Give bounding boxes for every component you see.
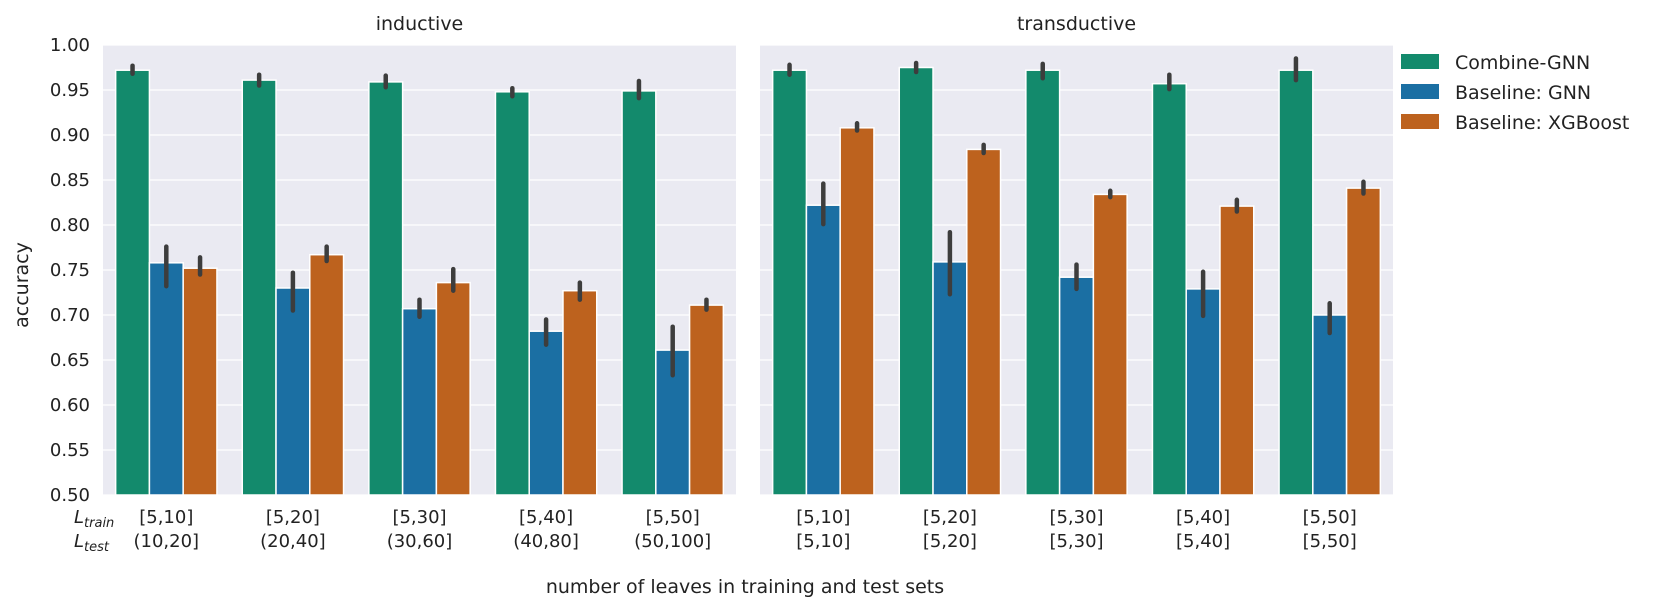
bar-baseline-gnn [148, 262, 184, 496]
test-row-sub: test [84, 540, 110, 555]
y-tick-label: 0.75 [50, 260, 90, 281]
x-tick-train: [5,30] [1049, 507, 1103, 528]
bar-baseline-gnn [275, 287, 311, 496]
bar-baseline-gnn [1312, 314, 1348, 496]
x-tick-test: (40,80] [513, 531, 579, 552]
bar-combine-gnn [771, 69, 808, 496]
x-tick-train: [5,40] [519, 507, 573, 528]
y-tick-label: 0.70 [50, 305, 90, 326]
x-tick-test: (30,60] [387, 531, 453, 552]
legend-label: Baseline: XGBoost [1455, 112, 1629, 134]
bar-combine-gnn [241, 79, 277, 496]
bar-baseline-gnn [401, 307, 438, 496]
x-tick-train: [5,20] [266, 507, 320, 528]
y-axis-label: accuracy [11, 242, 33, 328]
legend-swatch [1401, 84, 1439, 99]
bar-combine-gnn [114, 69, 151, 496]
bar-combine-gnn [368, 81, 404, 496]
bar-baseline-gnn [1185, 288, 1221, 496]
panel-title: transductive [1017, 13, 1136, 35]
y-tick-label: 1.00 [50, 35, 90, 56]
y-tick-label: 0.90 [50, 125, 90, 146]
legend-label: Baseline: GNN [1455, 82, 1591, 104]
train-row-label: Ltrain [74, 507, 114, 531]
bar-baseline-xgboost [182, 267, 218, 496]
y-tick-label: 0.65 [50, 350, 90, 371]
x-tick-train: [5,20] [923, 507, 977, 528]
bar-baseline-gnn [805, 204, 841, 496]
x-tick-train: [5,50] [1303, 507, 1357, 528]
x-tick-train: [5,30] [392, 507, 446, 528]
bar-combine-gnn [494, 91, 530, 496]
x-tick-test: (10,20] [134, 531, 200, 552]
legend-swatch [1401, 114, 1439, 129]
bar-baseline-xgboost [1092, 193, 1128, 496]
x-axis-label: number of leaves in training and test se… [546, 576, 944, 598]
bar-baseline-xgboost [1345, 187, 1382, 496]
test-row-label: Ltest [74, 531, 110, 555]
bar-baseline-xgboost [562, 289, 598, 496]
panel-1: transductive [5,10] [5,10] [5,20] [5,20] [5,3… [760, 13, 1393, 552]
panel-0: inductive [5,10] (10,20] [5,20] (20,40] [5,30… [103, 13, 736, 552]
x-tick-train: [5,40] [1176, 507, 1230, 528]
y-tick-label: 0.85 [50, 170, 90, 191]
panel-title: inductive [376, 13, 464, 35]
bar-baseline-gnn [528, 330, 564, 496]
y-tick-label: 0.95 [50, 80, 90, 101]
x-tick-train: [5,10] [796, 507, 850, 528]
x-tick-test: [5,10] [796, 531, 850, 552]
x-tick-test: [5,50] [1303, 531, 1357, 552]
bar-baseline-xgboost [839, 127, 875, 496]
x-tick-train: [5,10] [139, 507, 193, 528]
bar-baseline-gnn [932, 261, 968, 496]
x-row-labels: Ltrain Ltest [74, 507, 114, 555]
y-tick-label: 0.80 [50, 215, 90, 236]
x-tick-test: (20,40] [260, 531, 326, 552]
legend-swatch [1401, 54, 1439, 69]
bar-baseline-xgboost [966, 148, 1002, 496]
train-row-main: L [74, 507, 84, 528]
x-tick-test: [5,40] [1176, 531, 1230, 552]
bar-baseline-xgboost [1219, 205, 1255, 496]
legend-label: Combine-GNN [1455, 52, 1590, 74]
bar-combine-gnn [1278, 69, 1314, 496]
train-row-sub: train [84, 516, 114, 531]
panels: inductive [5,10] (10,20] [5,20] (20,40] [5,30… [103, 13, 1393, 552]
test-row-main: L [74, 531, 84, 552]
bar-combine-gnn [898, 66, 934, 496]
legend: Combine-GNN Baseline: GNN Baseline: XGBoos… [1401, 52, 1629, 134]
bar-combine-gnn [1151, 82, 1187, 496]
y-tick-label: 0.55 [50, 440, 90, 461]
y-tick-label: 0.60 [50, 395, 90, 416]
bar-baseline-xgboost [435, 281, 471, 496]
bar-combine-gnn [621, 90, 657, 496]
bar-baseline-gnn [1058, 276, 1095, 496]
x-tick-test: [5,20] [923, 531, 977, 552]
x-tick-test: (50,100] [634, 531, 711, 552]
x-tick-test: [5,30] [1049, 531, 1103, 552]
bar-baseline-xgboost [688, 304, 725, 496]
y-tick-label: 0.50 [50, 485, 90, 506]
bar-baseline-xgboost [309, 253, 345, 496]
x-tick-train: [5,50] [646, 507, 700, 528]
y-axis-ticks: 0.50 0.55 0.60 0.65 0.70 0.75 0.80 0.85 0.90 0.95… [50, 35, 90, 506]
bar-combine-gnn [1025, 69, 1061, 496]
